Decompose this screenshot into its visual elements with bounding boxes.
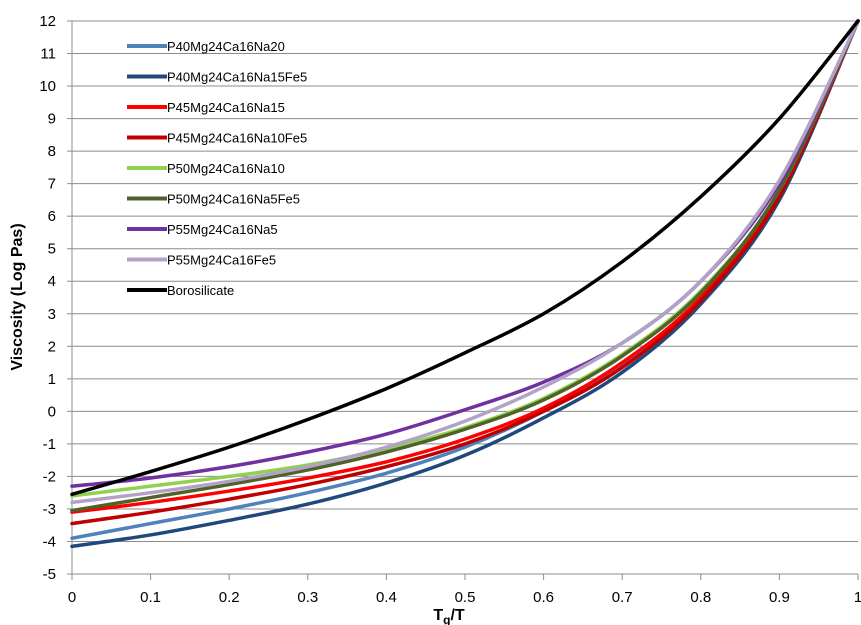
- y-tick-label: -5: [43, 566, 56, 583]
- legend-label: P50Mg24Ca16Na10: [167, 161, 285, 176]
- y-tick-label: 12: [39, 13, 56, 30]
- x-axis-title-tail: /T: [450, 607, 464, 624]
- x-tick-label: 0.3: [297, 589, 318, 606]
- legend-label: P55Mg24Ca16Fe5: [167, 253, 276, 268]
- y-tick-label: -3: [43, 501, 56, 518]
- y-tick-label: -4: [43, 533, 56, 550]
- x-tick-label: 1: [854, 589, 861, 606]
- x-tick-label: 0.9: [769, 589, 790, 606]
- x-tick-label: 0.6: [533, 589, 554, 606]
- x-axis-title: Tg/T: [433, 607, 465, 625]
- x-tick-label: 0.2: [219, 589, 240, 606]
- series-line-3: [70, 19, 860, 514]
- y-tick-label: 9: [48, 111, 56, 128]
- legend-label: P45Mg24Ca16Na10Fe5: [167, 131, 307, 146]
- x-tick-label: 0: [68, 589, 76, 606]
- y-tick-label: 8: [48, 143, 56, 160]
- legend-label: Borosilicate: [167, 283, 234, 298]
- x-tick-label: 0.7: [612, 589, 633, 606]
- y-tick-label: 7: [48, 176, 56, 193]
- y-tick-label: -1: [43, 436, 56, 453]
- y-tick-label: 10: [39, 78, 56, 95]
- legend-label: P50Mg24Ca16Na5Fe5: [167, 192, 300, 207]
- legend-label: P40Mg24Ca16Na15Fe5: [167, 70, 307, 85]
- legend-label: P40Mg24Ca16Na20: [167, 39, 285, 54]
- series-line-6: [70, 19, 860, 513]
- y-tick-label: 6: [48, 208, 56, 225]
- y-tick-label: 0: [48, 403, 56, 420]
- y-axis-title: Viscosity (Log Pas): [9, 223, 26, 370]
- y-tick-label: 1: [48, 371, 56, 388]
- x-tick-labels: 0 0.1 0.2 0.3 0.4 0.5 0.6 0.7 0.8 0.9 1: [68, 589, 861, 606]
- x-tick-label: 0.8: [690, 589, 711, 606]
- series-line-8: [70, 19, 860, 505]
- x-tick-label: 0.1: [140, 589, 161, 606]
- series-line-2: [70, 19, 860, 549]
- y-tick-label: 11: [40, 46, 56, 63]
- y-tick-label: 5: [48, 241, 56, 258]
- axes: [67, 20, 859, 580]
- legend-label: P45Mg24Ca16Na15: [167, 100, 285, 115]
- series-line-9: [70, 19, 860, 497]
- y-tick-label: -2: [43, 468, 56, 485]
- x-axis-title-main: T: [433, 607, 443, 624]
- legend-label: P55Mg24Ca16Na5: [167, 222, 278, 237]
- y-tick-label: 2: [48, 338, 56, 355]
- x-axis-title-sub: g: [443, 613, 450, 625]
- x-tick-label: 0.5: [455, 589, 476, 606]
- y-tick-label: 4: [48, 273, 56, 290]
- series-lines: [70, 19, 860, 549]
- x-tick-label: 0.4: [376, 589, 397, 606]
- legend: P40Mg24Ca16Na20 P40Mg24Ca16Na15Fe5 P45Mg24…: [127, 39, 307, 298]
- y-tick-label: 3: [48, 306, 56, 323]
- series-line-4: [70, 19, 860, 526]
